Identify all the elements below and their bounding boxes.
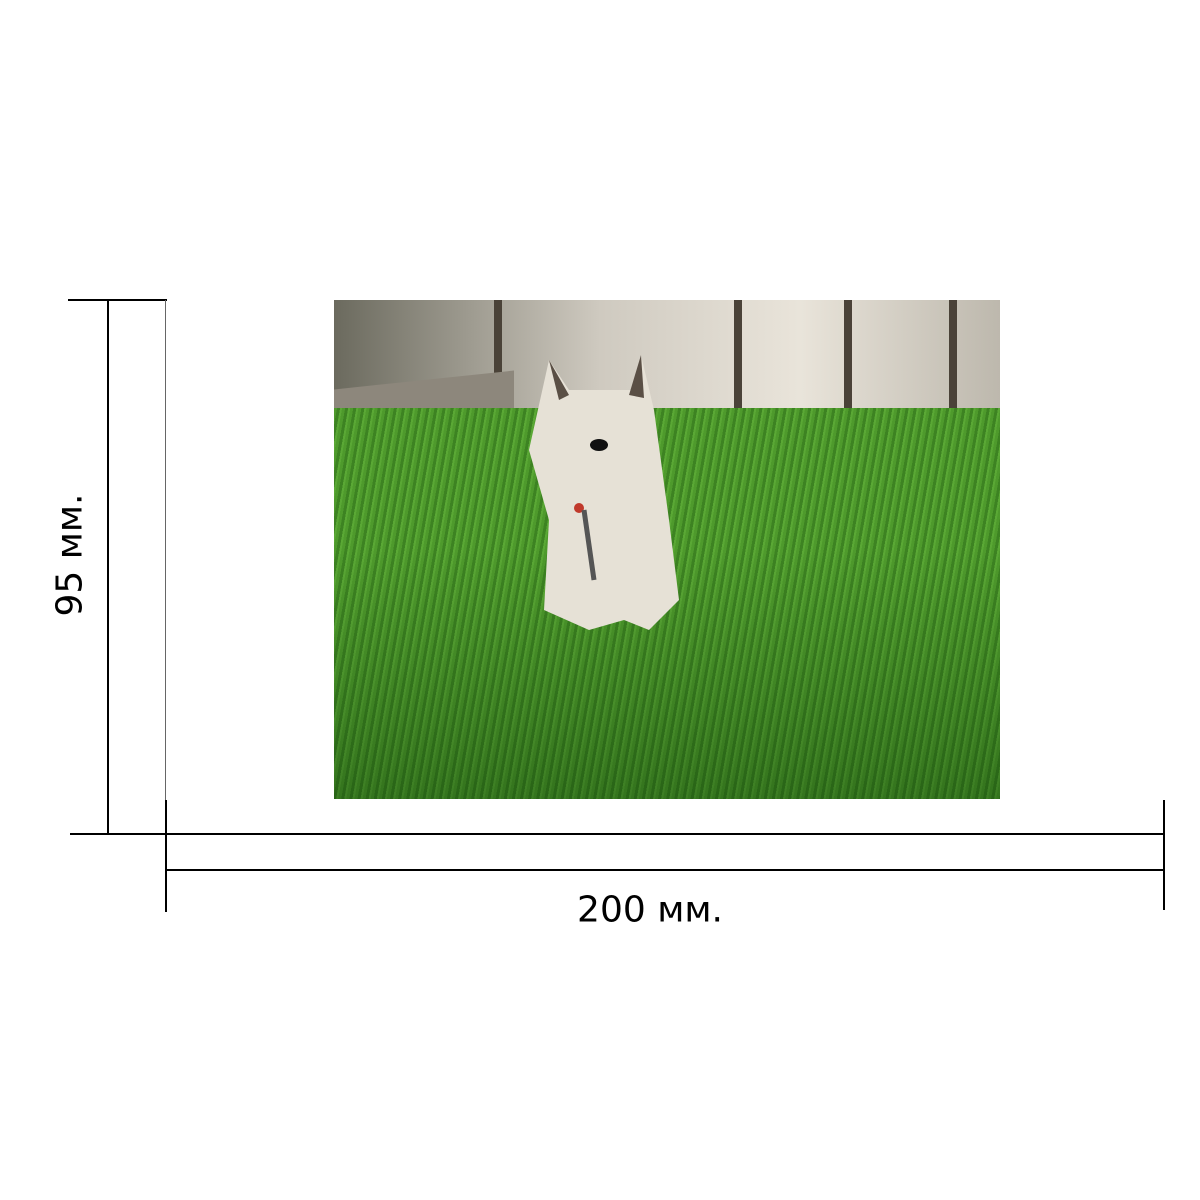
height-label: 95 мм.	[49, 493, 91, 617]
width-right-tick	[1163, 800, 1165, 910]
height-dimension-line	[107, 300, 109, 834]
product-photo	[334, 300, 1000, 799]
width-left-tick	[165, 800, 167, 912]
width-dimension-line	[166, 869, 1165, 871]
tree	[844, 300, 852, 410]
tree	[949, 300, 957, 408]
width-label: 200 мм.	[577, 889, 723, 931]
dog-illustration	[529, 355, 679, 630]
height-top-tick	[68, 299, 167, 301]
height-extension-line	[165, 300, 166, 834]
tree	[494, 300, 502, 430]
tree	[734, 300, 742, 415]
width-bottom-line	[70, 833, 1165, 835]
